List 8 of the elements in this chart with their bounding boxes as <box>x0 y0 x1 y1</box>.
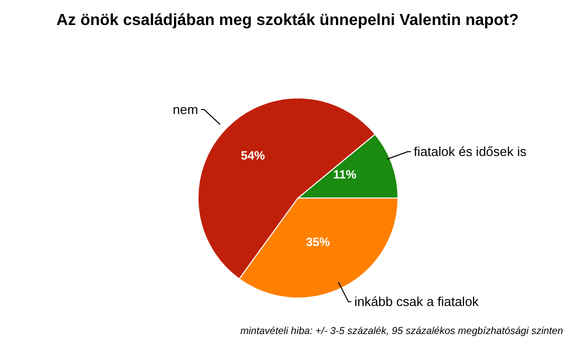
slice-label: fiatalok és idősek is <box>414 144 528 160</box>
data-label: 54% <box>240 148 266 162</box>
chart-title: Az önök családjában meg szokták ünnepelni Valentin napot? <box>55 12 520 30</box>
slice-label: inkább csak a fiatalok <box>354 294 480 310</box>
slice-label: nem <box>172 102 198 117</box>
text: mintavételi hiba: +/- 3-5 százalék, 95 százalékos megbízhatósági szinten <box>240 326 563 337</box>
data-label: 11% <box>333 167 357 182</box>
data-label: 35% <box>306 235 330 250</box>
